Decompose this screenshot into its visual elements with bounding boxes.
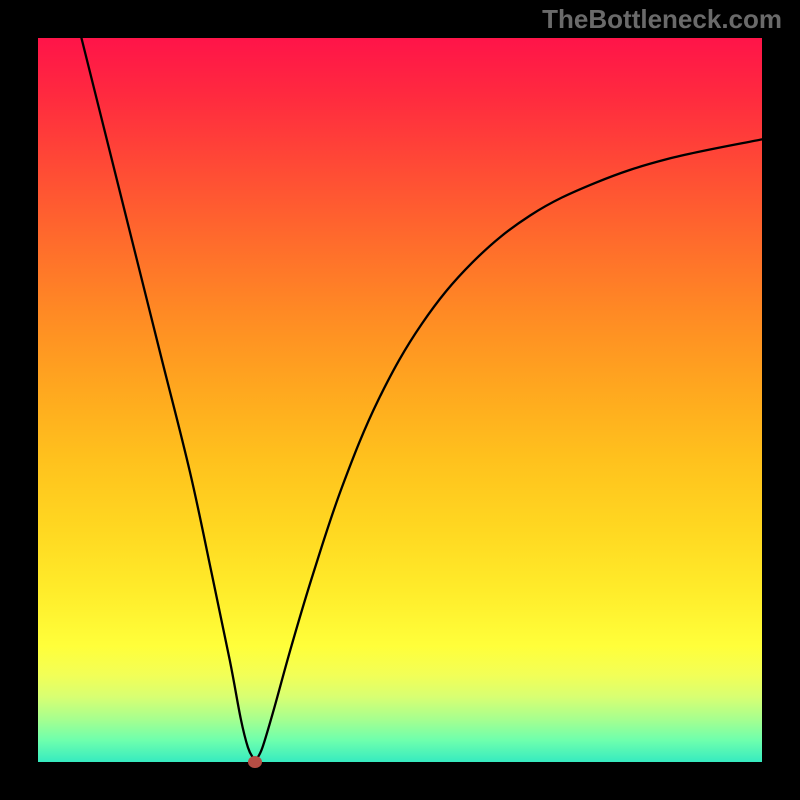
watermark-text: TheBottleneck.com xyxy=(542,4,782,35)
plot-area xyxy=(38,38,762,762)
curve-right-branch xyxy=(257,139,762,759)
curve-left-branch xyxy=(81,38,253,759)
bottleneck-curve xyxy=(38,38,762,762)
chart-frame: TheBottleneck.com xyxy=(0,0,800,800)
minimum-marker xyxy=(248,756,262,768)
